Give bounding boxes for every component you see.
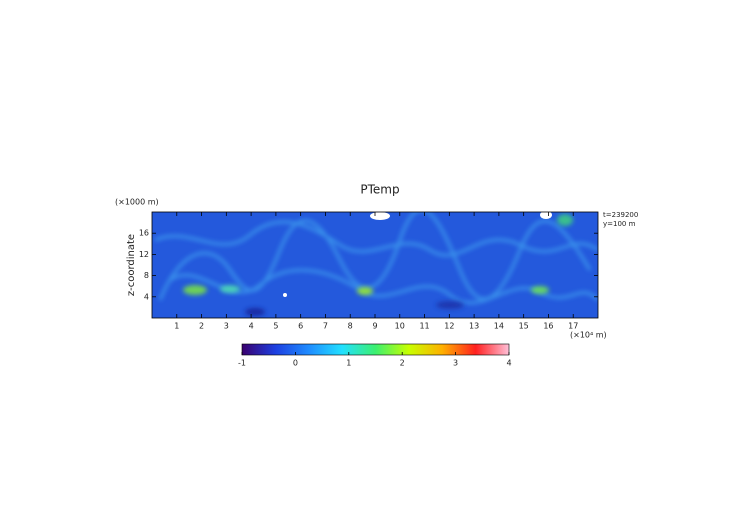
x-tick-label: 14 [494, 322, 504, 331]
x-tick-label: 8 [348, 322, 353, 331]
x-tick-label: 3 [224, 322, 229, 331]
x-tick-label: 16 [543, 322, 553, 331]
y-unit: (×1000 m) [115, 198, 159, 207]
x-tick-label: 13 [469, 322, 479, 331]
annotation: y=100 m [603, 220, 636, 228]
annotation: t=239200 [603, 211, 638, 219]
y-tick-label: 16 [139, 229, 149, 238]
colorbar [241, 343, 510, 356]
x-tick-label: 12 [444, 322, 454, 331]
y-axis-label: z-coordinate [126, 234, 137, 296]
colorbar-tick-label: -1 [238, 359, 246, 368]
colorbar-tick-label: 1 [346, 359, 351, 368]
y-tick-label: 12 [139, 250, 149, 259]
colorbar-tick-label: 4 [506, 359, 511, 368]
x-tick-label: 6 [298, 322, 303, 331]
x-tick-label: 9 [372, 322, 377, 331]
colorbar-tick-label: 2 [400, 359, 405, 368]
y-tick-label: 8 [144, 271, 149, 280]
x-unit: (×10⁴ m) [570, 331, 607, 340]
x-tick-label: 10 [395, 322, 405, 331]
x-tick-label: 2 [199, 322, 204, 331]
chart-title: PTemp [360, 183, 399, 197]
x-tick-label: 11 [419, 322, 429, 331]
x-tick-label: 5 [273, 322, 278, 331]
x-tick-label: 4 [249, 322, 254, 331]
colorbar-tick-label: 3 [453, 359, 458, 368]
x-tick-label: 17 [568, 322, 578, 331]
x-tick-label: 7 [323, 322, 328, 331]
x-tick-label: 15 [519, 322, 529, 331]
y-tick-label: 4 [144, 292, 149, 301]
x-tick-label: 1 [174, 322, 179, 331]
field [152, 212, 598, 318]
colorbar-tick-label: 0 [293, 359, 298, 368]
